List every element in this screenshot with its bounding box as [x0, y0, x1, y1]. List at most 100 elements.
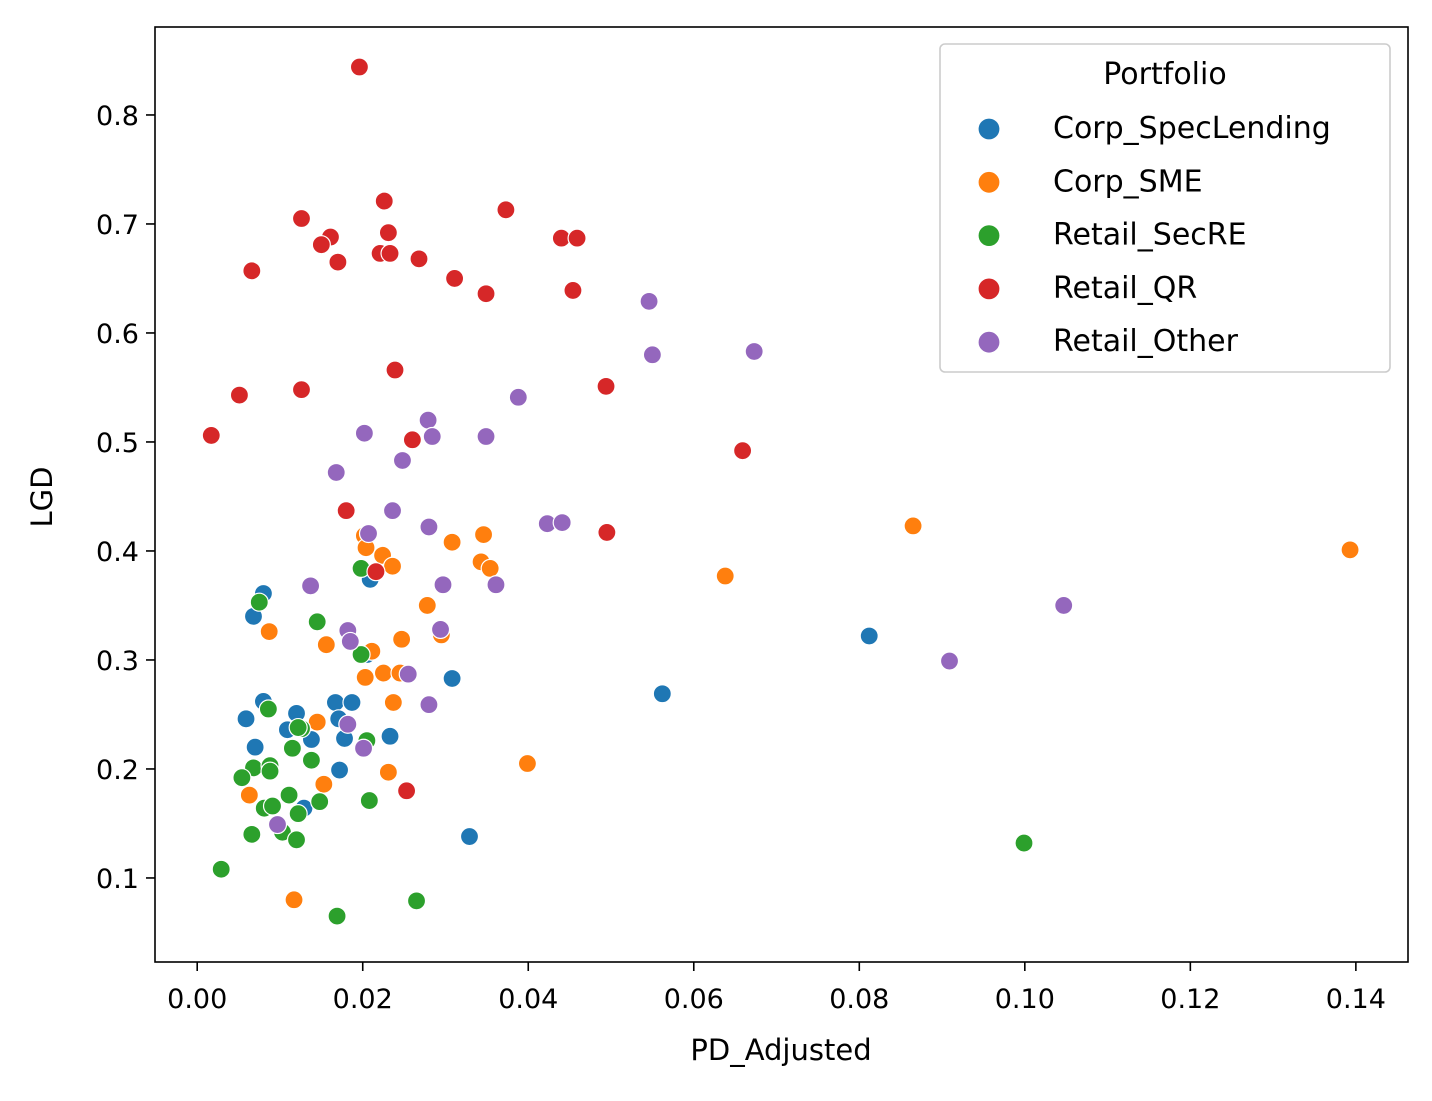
data-point [419, 695, 439, 715]
data-point [442, 532, 462, 552]
data-point [563, 280, 583, 301]
data-point [349, 57, 370, 77]
legend-item: Corp_SpecLending [977, 111, 1331, 146]
data-point [382, 556, 403, 576]
legend-marker [977, 117, 1001, 141]
data-point [1014, 833, 1034, 853]
data-point [311, 235, 331, 255]
data-point [639, 291, 659, 311]
legend-label: Retail_Other [1053, 324, 1239, 359]
data-point [597, 522, 617, 543]
x-tick-label: 0.02 [333, 984, 393, 1015]
data-point [314, 774, 334, 794]
data-point [385, 360, 405, 380]
series-retail-qr [201, 57, 753, 801]
data-point [382, 501, 403, 521]
legend-label: Retail_SecRE [1053, 218, 1247, 253]
data-point [422, 426, 442, 447]
data-point [652, 684, 672, 704]
data-point [1340, 540, 1360, 560]
data-point [338, 714, 358, 734]
data-point [366, 562, 386, 582]
data-point [288, 804, 308, 824]
data-point [392, 629, 412, 649]
data-point [325, 692, 346, 713]
legend-item: Retail_QR [977, 271, 1197, 306]
data-point [442, 668, 462, 689]
data-point [433, 575, 453, 595]
data-point [744, 341, 764, 362]
data-point [903, 516, 923, 536]
legend-marker [977, 170, 1001, 194]
data-point [486, 575, 506, 595]
x-axis-label: PD_Adjusted [690, 1033, 871, 1067]
data-point [419, 517, 439, 537]
data-point [242, 824, 262, 844]
points-layer [201, 57, 1360, 926]
data-point [380, 726, 400, 746]
data-point [301, 750, 322, 770]
legend-label: Retail_QR [1053, 271, 1197, 306]
data-point [336, 501, 356, 521]
legend-label: Corp_SME [1053, 164, 1203, 199]
legend-item: Corp_SME [977, 164, 1203, 199]
data-point [552, 513, 572, 533]
data-point [378, 223, 398, 243]
data-point [286, 830, 307, 850]
legend-title: Portfolio [1103, 57, 1226, 92]
data-point [567, 228, 587, 248]
data-point [402, 430, 422, 450]
data-point [249, 592, 269, 612]
data-point [383, 692, 403, 713]
data-point [291, 208, 312, 229]
data-point [211, 859, 231, 879]
data-point [396, 781, 417, 801]
data-point [259, 622, 279, 642]
legend-marker [977, 277, 1001, 301]
data-point [459, 826, 480, 847]
series-retail-other [267, 291, 1074, 835]
y-tick-label: 0.6 [96, 319, 139, 350]
x-axis: 0.00 0.02 0.04 0.06 0.08 0.10 0.12 0.14 [167, 962, 1386, 1015]
plot-frame [154, 26, 1409, 963]
y-axis-label: LGD [25, 467, 59, 528]
data-point [239, 785, 259, 805]
data-point [715, 566, 735, 586]
data-point [392, 450, 413, 471]
data-point [406, 891, 427, 911]
data-point [476, 426, 496, 447]
y-tick-label: 0.4 [96, 537, 139, 568]
series-corp-sme [239, 516, 1360, 910]
data-point [351, 644, 371, 665]
data-point [329, 760, 350, 780]
data-point [245, 737, 265, 757]
data-point [496, 200, 516, 220]
data-point [398, 664, 418, 684]
legend-item: Retail_Other [977, 324, 1239, 359]
data-point [284, 890, 304, 910]
data-point [229, 385, 250, 405]
data-point [733, 441, 753, 461]
data-point [378, 762, 398, 782]
legend-box [939, 43, 1391, 373]
x-tick-label: 0.14 [1326, 984, 1386, 1015]
data-point [267, 814, 288, 835]
y-tick-label: 0.3 [96, 646, 139, 677]
data-point [418, 410, 438, 430]
legend-item: Retail_SecRE [977, 218, 1247, 253]
legend: Portfolio Corp_SpecLending Corp_SME Retail… [939, 43, 1391, 373]
data-point [642, 345, 662, 365]
data-point [355, 667, 375, 688]
data-point [342, 692, 362, 713]
data-point [262, 796, 283, 816]
data-point [232, 768, 252, 788]
y-axis: 0.1 0.2 0.3 0.4 0.5 0.6 0.7 0.8 [96, 101, 155, 895]
data-point [417, 595, 437, 616]
data-point [473, 525, 494, 545]
data-point [380, 243, 400, 263]
data-point [326, 462, 346, 483]
data-point [340, 631, 360, 652]
data-point [596, 376, 616, 396]
y-tick-label: 0.7 [96, 210, 139, 241]
